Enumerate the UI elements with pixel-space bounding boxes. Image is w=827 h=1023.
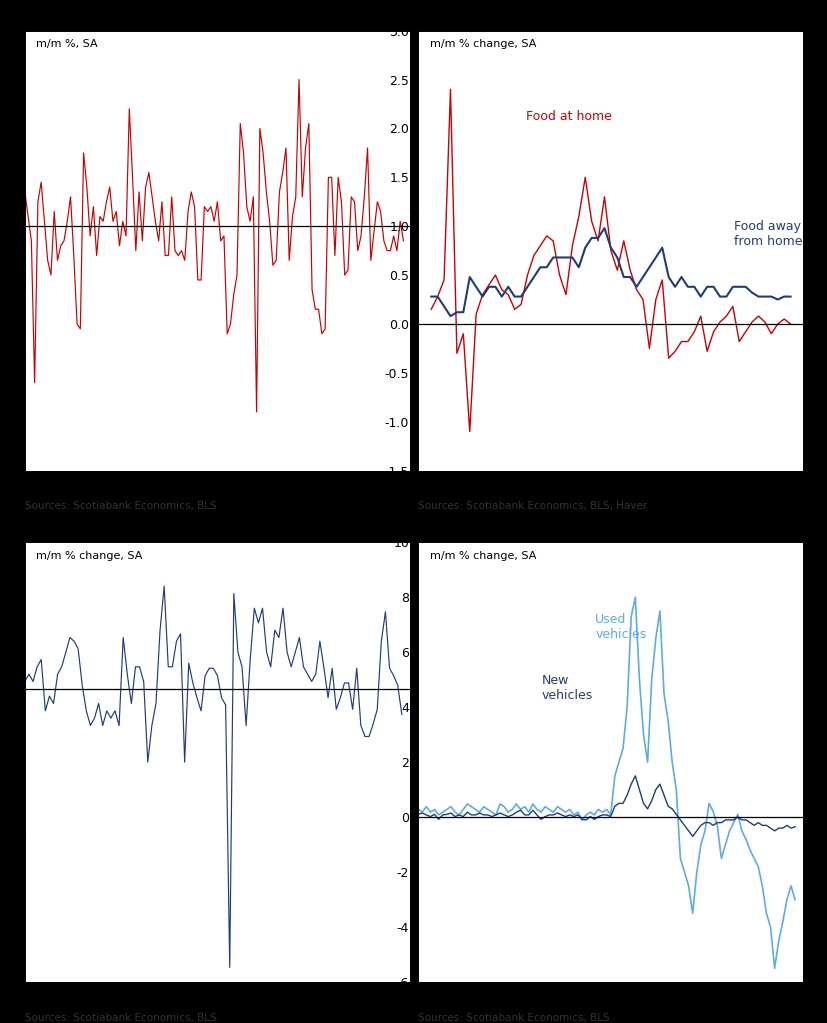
- Text: m/m % change, SA: m/m % change, SA: [36, 551, 142, 561]
- Text: New
vehicles: New vehicles: [541, 674, 592, 702]
- Text: Food away
from home: Food away from home: [733, 220, 801, 248]
- Title: US Apparel: US Apparel: [170, 522, 265, 537]
- Text: Sources: Scotiabank Economics, BLS.: Sources: Scotiabank Economics, BLS.: [418, 1013, 613, 1023]
- Title: New vs Used Vehicle Inflation: New vs Used Vehicle Inflation: [483, 522, 737, 537]
- Title: US Food Prices: US Food Prices: [547, 10, 673, 26]
- Text: Sources: Scotiabank Economics, BLS.: Sources: Scotiabank Economics, BLS.: [25, 1013, 220, 1023]
- Text: Used
vehicles: Used vehicles: [595, 613, 646, 640]
- Text: m/m %, SA: m/m %, SA: [36, 40, 98, 49]
- Text: Sources: Scotiabank Economics, BLS: Sources: Scotiabank Economics, BLS: [25, 501, 216, 512]
- Text: Sources: Scotiabank Economics, BLS, Haver.: Sources: Scotiabank Economics, BLS, Have…: [418, 501, 649, 512]
- Text: Food at home: Food at home: [525, 109, 611, 123]
- Text: m/m % change, SA: m/m % change, SA: [429, 551, 535, 561]
- Title: US CPI: Gasoline: US CPI: Gasoline: [146, 10, 288, 26]
- Text: m/m % change, SA: m/m % change, SA: [429, 40, 535, 49]
